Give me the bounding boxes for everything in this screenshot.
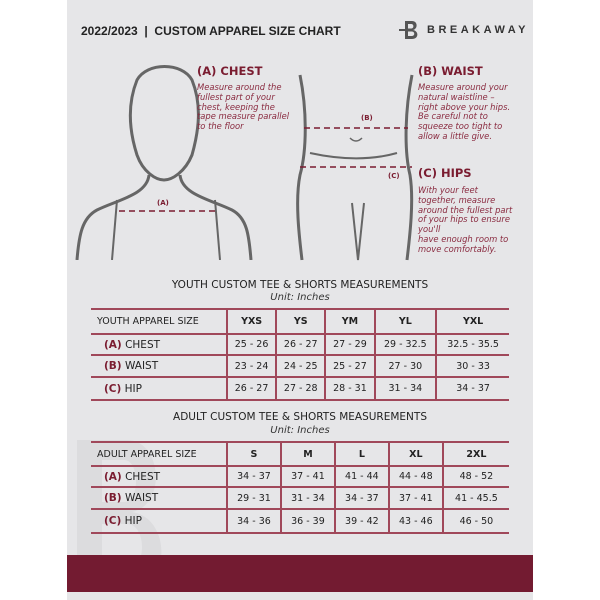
adult-size-table: ADULT APPAREL SIZE S M L XL 2XL (A) CHES… — [91, 441, 509, 534]
row-label: (C) HIP — [91, 509, 227, 534]
cell: 44 - 48 — [387, 466, 443, 488]
size-header: YM — [324, 308, 375, 335]
size-header: YS — [275, 308, 326, 335]
cell: 25 - 27 — [324, 355, 375, 378]
page-title: 2022/2023 | CUSTOM APPAREL SIZE CHART — [81, 24, 341, 38]
size-header: YXL — [435, 308, 509, 335]
waist-heading: (B) WAIST — [418, 64, 483, 78]
hips-description: With your feet together, measure around … — [418, 185, 513, 254]
row-label: (A) CHEST — [91, 334, 227, 356]
brand-name: BREAKAWAY — [427, 24, 529, 36]
youth-unit: Unit: Inches — [270, 292, 330, 303]
cell: 34 - 37 — [333, 487, 389, 510]
breakaway-logo-icon — [399, 21, 418, 39]
youth-table-title: YOUTH CUSTOM TEE & SHORTS MEASUREMENTS — [171, 279, 429, 291]
hips-heading: (C) HIPS — [418, 166, 472, 180]
size-header: M — [279, 441, 335, 467]
cell: 31 - 34 — [279, 487, 335, 510]
cell: 29 - 32.5 — [373, 334, 437, 356]
size-chart-page: 2022/2023 | CUSTOM APPAREL SIZE CHART BR… — [67, 0, 533, 600]
table-header-row: ADULT APPAREL SIZE S M L XL 2XL — [91, 441, 509, 467]
brand-logo: BREAKAWAY — [399, 19, 529, 41]
adult-table-title: ADULT CUSTOM TEE & SHORTS MEASUREMENTS — [173, 411, 427, 423]
cell: 37 - 41 — [279, 466, 335, 488]
table-row: (A) CHEST 34 - 37 37 - 41 41 - 44 44 - 48 48 … — [91, 466, 509, 488]
cell: 28 - 31 — [324, 377, 375, 401]
chest-description: Measure around the fullest part of your … — [197, 82, 290, 132]
table-row: (B) WAIST 23 - 24 24 - 25 25 - 27 27 - 30 30 … — [91, 355, 509, 378]
size-header: 2XL — [441, 441, 509, 467]
cell: 31 - 34 — [373, 377, 437, 401]
corner-label: YOUTH APPAREL SIZE — [91, 308, 227, 335]
size-header: YL — [373, 308, 437, 335]
row-label: (B) WAIST — [91, 355, 227, 378]
cell: 27 - 30 — [373, 355, 437, 378]
cell: 26 - 27 — [275, 334, 326, 356]
waist-description: Measure around your natural waistline – … — [418, 82, 511, 141]
cell: 41 - 45.5 — [441, 487, 509, 510]
adult-unit: Unit: Inches — [270, 425, 330, 436]
cell: 43 - 46 — [387, 509, 443, 534]
cell: 23 - 24 — [225, 355, 277, 378]
table-header-row: YOUTH APPAREL SIZE YXS YS YM YL YXL — [91, 308, 509, 335]
chest-marker: (A) — [157, 199, 169, 207]
cell: 37 - 41 — [387, 487, 443, 510]
cell: 32.5 - 35.5 — [435, 334, 509, 356]
table-row: (A) CHEST 25 - 26 26 - 27 27 - 29 29 - 32.5 3… — [91, 334, 509, 356]
cell: 36 - 39 — [279, 509, 335, 534]
size-header: YXS — [225, 308, 277, 335]
footer-bar — [67, 555, 533, 592]
cell: 34 - 36 — [226, 509, 281, 534]
cell: 27 - 29 — [324, 334, 375, 356]
youth-size-table: YOUTH APPAREL SIZE YXS YS YM YL YXL (A) … — [91, 308, 509, 401]
cell: 48 - 52 — [441, 466, 509, 488]
chest-heading: (A) CHEST — [197, 64, 263, 78]
size-header: S — [226, 441, 281, 467]
row-label: (B) WAIST — [91, 487, 227, 510]
waist-marker: (B) — [361, 114, 373, 122]
cell: 41 - 44 — [333, 466, 389, 488]
upper-body-figure — [75, 65, 253, 260]
cell: 25 - 26 — [225, 334, 277, 356]
cell: 26 - 27 — [225, 377, 277, 401]
cell: 29 - 31 — [226, 487, 281, 510]
cell: 46 - 50 — [441, 509, 509, 534]
cell: 24 - 25 — [275, 355, 326, 378]
corner-label: ADULT APPAREL SIZE — [91, 441, 227, 467]
lower-body-figure — [296, 74, 414, 261]
cell: 34 - 37 — [435, 377, 509, 401]
cell: 27 - 28 — [275, 377, 326, 401]
table-row: (C) HIP 26 - 27 27 - 28 28 - 31 31 - 34 34 - … — [91, 377, 509, 401]
size-header: L — [333, 441, 389, 467]
cell: 34 - 37 — [226, 466, 281, 488]
cell: 39 - 42 — [333, 509, 389, 534]
table-row: (B) WAIST 29 - 31 31 - 34 34 - 37 37 - 41 41 … — [91, 487, 509, 510]
cell: 30 - 33 — [435, 355, 509, 378]
table-row: (C) HIP 34 - 36 36 - 39 39 - 42 43 - 46 46 - … — [91, 509, 509, 534]
row-label: (A) CHEST — [91, 466, 227, 488]
hips-marker: (C) — [388, 172, 400, 180]
size-header: XL — [387, 441, 443, 467]
row-label: (C) HIP — [91, 377, 227, 401]
